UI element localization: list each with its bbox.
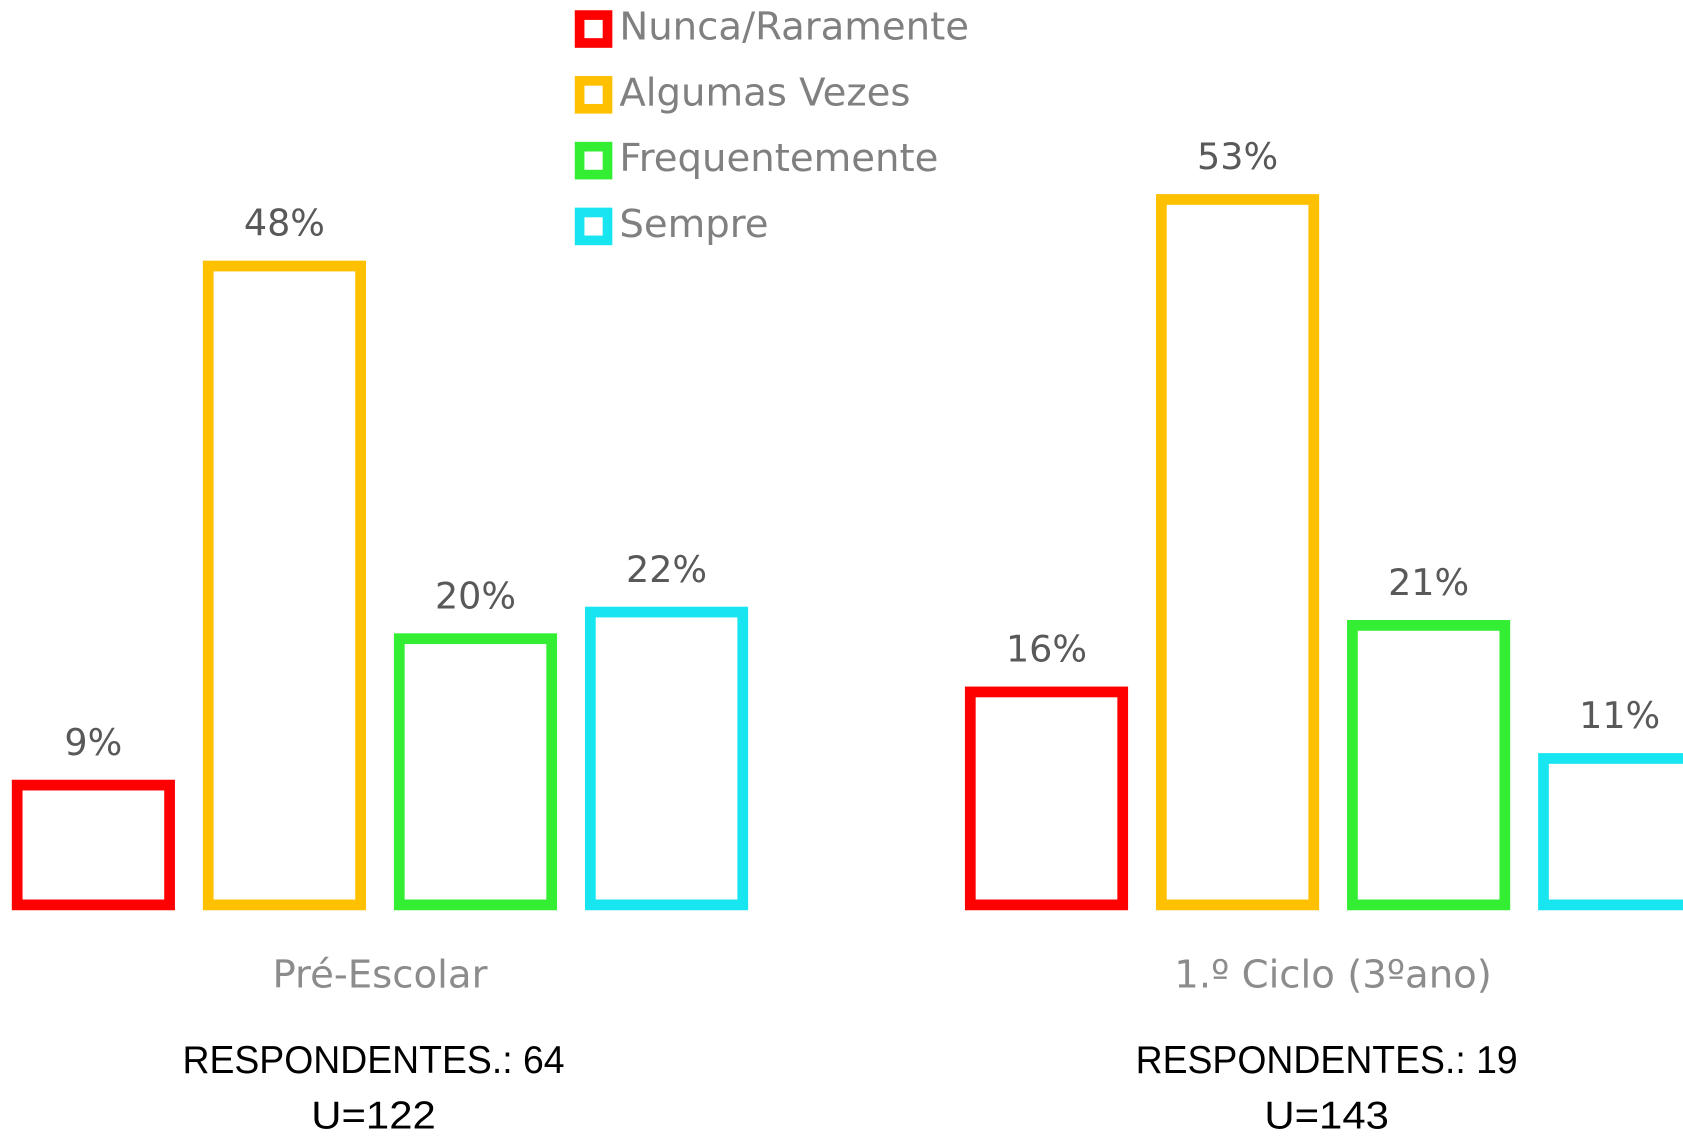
- legend-swatch: [574, 207, 613, 246]
- annotation: RESPONDENTES.: 64: [182, 1039, 564, 1082]
- bar: [964, 686, 1129, 911]
- value-label: 16%: [1006, 628, 1087, 671]
- bar: [1538, 753, 1683, 911]
- value-label: 20%: [435, 574, 516, 617]
- legend-label: Sempre: [619, 202, 768, 247]
- value-label: 48%: [244, 202, 325, 245]
- legend-label: Frequentemente: [619, 136, 938, 181]
- legend-swatch: [574, 76, 613, 114]
- bar: [202, 260, 367, 911]
- value-label: 53%: [1197, 135, 1278, 178]
- bar: [584, 606, 749, 911]
- annotation: U=143: [1264, 1095, 1389, 1138]
- annotation: RESPONDENTES.: 19: [1136, 1039, 1518, 1082]
- value-label: 21%: [1388, 561, 1469, 604]
- x-tick-label: Pré-Escolar: [272, 952, 487, 997]
- value-label: 22%: [626, 548, 707, 591]
- bar: [393, 633, 558, 911]
- x-tick-label: 1.º Ciclo (3ºano): [1174, 952, 1492, 997]
- legend-swatch: [574, 10, 613, 48]
- legend-label: Nunca/Raramente: [619, 5, 969, 50]
- bar: [11, 779, 175, 911]
- value-label: 11%: [1579, 694, 1660, 737]
- legend-swatch: [574, 141, 613, 180]
- annotation: U=122: [311, 1095, 436, 1138]
- legend-label: Algumas Vezes: [619, 70, 910, 115]
- value-label: 9%: [64, 721, 122, 764]
- bar: [1155, 194, 1320, 911]
- bar: [1347, 620, 1511, 911]
